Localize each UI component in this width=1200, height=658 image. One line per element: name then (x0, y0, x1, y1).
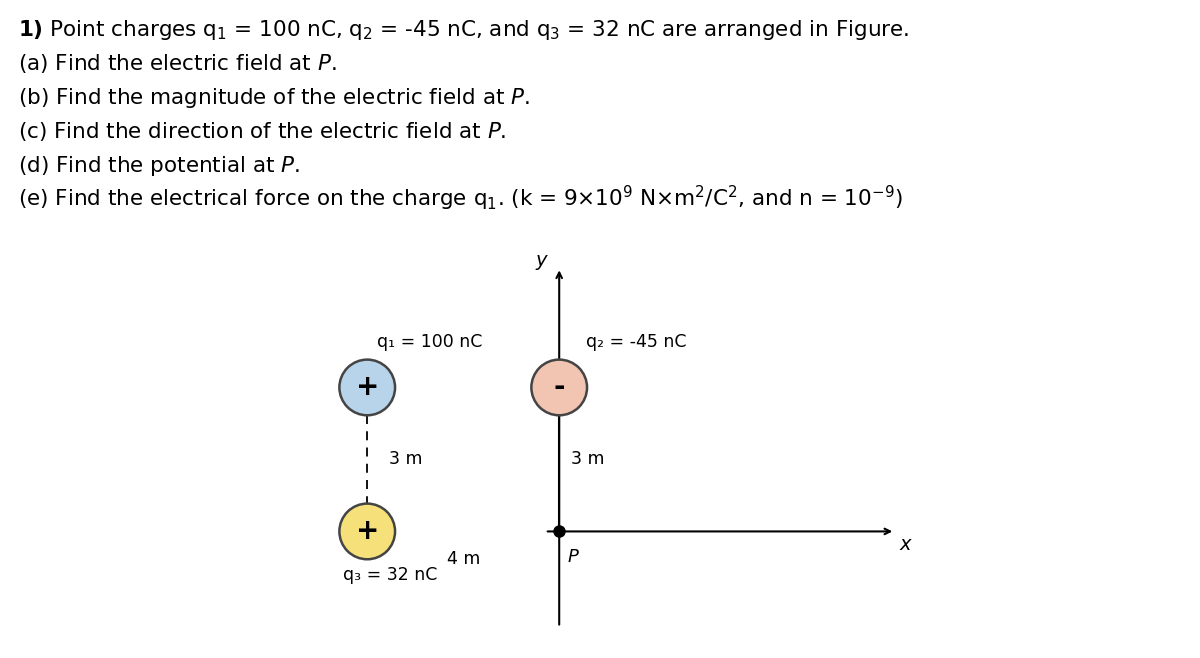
Text: (e) Find the electrical force on the charge $\mathrm{q_1}$. (k = 9$\times$10$^{9: (e) Find the electrical force on the cha… (18, 184, 902, 213)
Text: (b) Find the magnitude of the electric field at $\mathit{P}$.: (b) Find the magnitude of the electric f… (18, 86, 530, 110)
Circle shape (340, 503, 395, 559)
Text: x: x (899, 536, 911, 555)
Text: 3 m: 3 m (389, 451, 422, 468)
Text: q₂ = -45 nC: q₂ = -45 nC (586, 334, 686, 351)
Text: q₁ = 100 nC: q₁ = 100 nC (377, 334, 482, 351)
Text: -: - (553, 374, 565, 401)
Text: (d) Find the potential at $\mathit{P}$.: (d) Find the potential at $\mathit{P}$. (18, 154, 300, 178)
Text: +: + (355, 517, 379, 545)
Text: q₃ = 32 nC: q₃ = 32 nC (343, 567, 438, 584)
Circle shape (340, 360, 395, 415)
Text: (c) Find the direction of the electric field at $\mathit{P}$.: (c) Find the direction of the electric f… (18, 120, 506, 143)
Text: 3 m: 3 m (571, 451, 605, 468)
Text: 4 m: 4 m (446, 549, 480, 568)
Text: +: + (355, 374, 379, 401)
Text: P: P (568, 548, 578, 567)
Text: y: y (535, 251, 547, 270)
Circle shape (532, 360, 587, 415)
Text: (a) Find the electric field at $\mathit{P}$.: (a) Find the electric field at $\mathit{… (18, 52, 337, 75)
Text: $\mathbf{1)}$ Point charges $\mathrm{q_1}$ = 100 nC, $\mathrm{q_2}$ = -45 nC, an: $\mathbf{1)}$ Point charges $\mathrm{q_1… (18, 18, 910, 42)
